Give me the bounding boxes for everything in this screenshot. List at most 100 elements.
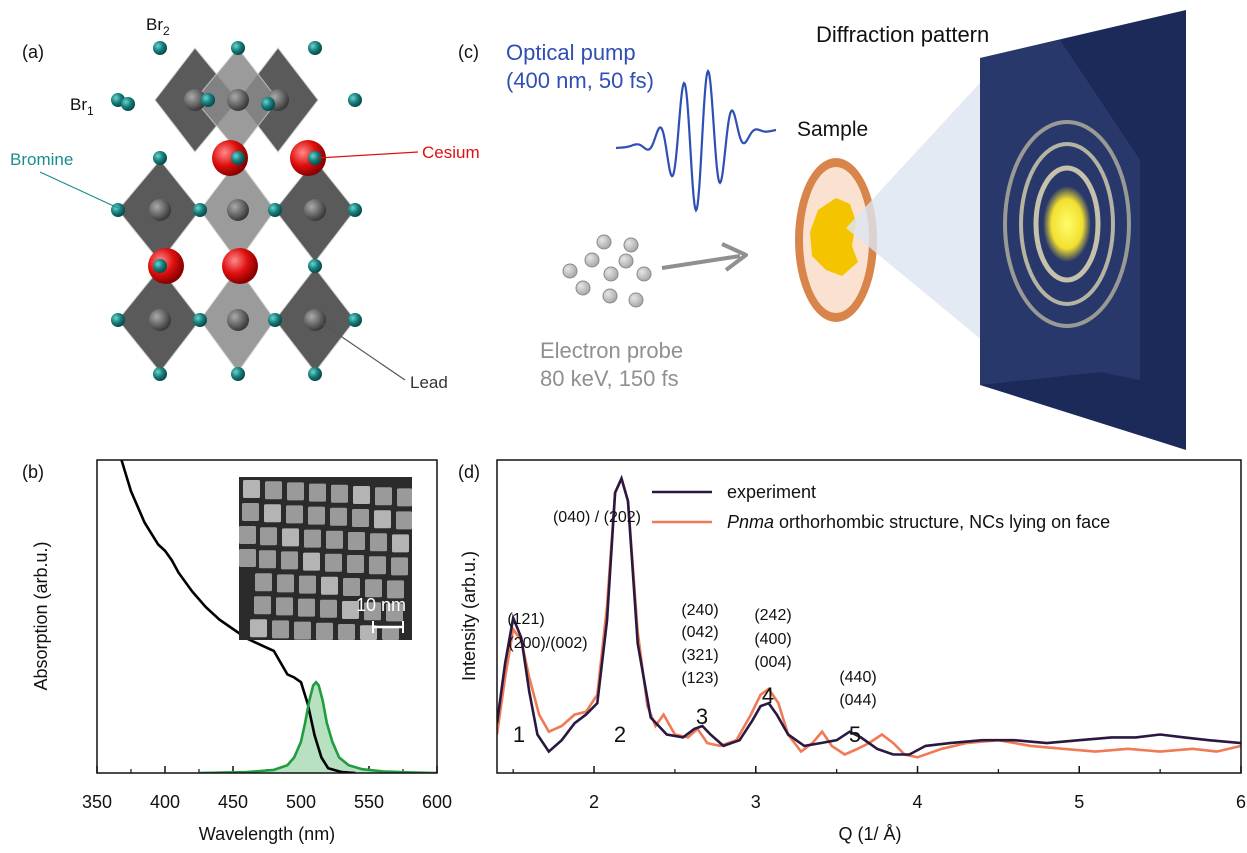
- peak-3-miller-4: (123): [681, 670, 718, 687]
- panel-d-frame: [496, 459, 1242, 774]
- nanocube: [260, 527, 277, 546]
- panel-d-xtick-label: 4: [913, 792, 923, 812]
- bromine-label: Bromine: [10, 150, 73, 169]
- panel-b-xlabel: Wavelength (nm): [199, 824, 335, 844]
- panel-d-xtick-label: 6: [1236, 792, 1246, 812]
- probe-label-line1: Electron probe: [540, 338, 683, 363]
- nanocube: [316, 622, 333, 640]
- legend-experiment-text: experiment: [727, 482, 816, 502]
- nanocube: [254, 596, 271, 615]
- legend-simulation-text: Pnma orthorhombic structure, NCs lying o…: [727, 512, 1110, 532]
- nanocube: [331, 484, 348, 503]
- bromine-pointer: [39, 171, 119, 209]
- cesium-label: Cesium: [422, 143, 480, 162]
- diffraction-central-spot: [1043, 186, 1091, 262]
- pump-label-line2: (400 nm, 50 fs): [506, 68, 654, 93]
- perovskite-structure: [111, 41, 362, 381]
- pl-line: [198, 680, 437, 773]
- panel-b-xtick-label: 500: [286, 792, 316, 812]
- peak-3-number: 3: [696, 704, 708, 729]
- lead-label: Lead: [410, 373, 448, 392]
- nanocube: [387, 580, 404, 599]
- nanocube: [277, 574, 294, 593]
- lead-pointer: [319, 321, 406, 381]
- peak-1-number: 1: [513, 722, 525, 747]
- pump-label-line1: Optical pump: [506, 40, 636, 65]
- nanocube: [369, 556, 386, 575]
- nanocube: [299, 575, 316, 594]
- peak-4-number: 4: [762, 683, 774, 708]
- panel-d: (d) 2 3 4 5 6 Q (1/ Å) Intensity (arb.u.) ex…: [458, 459, 1246, 844]
- nanocube: [370, 533, 387, 552]
- nanocube: [287, 482, 304, 501]
- panel-c: (c) Optical pump (400 nm, 50 fs) Electro…: [458, 10, 1186, 450]
- nanocube: [326, 530, 343, 549]
- nanocube: [391, 557, 408, 576]
- panel-d-ylabel: Intensity (arb.u.): [459, 551, 479, 681]
- nanocube: [382, 626, 399, 640]
- nanocube: [286, 505, 303, 524]
- nanocube: [308, 506, 325, 525]
- nanocube: [276, 597, 293, 616]
- peak-5-number: 5: [849, 722, 861, 747]
- pump-pulse-wave: [615, 68, 777, 213]
- nanocube: [259, 550, 276, 569]
- nanocube: [325, 553, 342, 572]
- panel-b-ylabel: Absorption (arb.u.): [31, 541, 51, 690]
- sample-disk: [795, 158, 877, 322]
- nanocube: [282, 528, 299, 547]
- tem-nanocube-grid: [239, 480, 412, 640]
- panel-d-xtick-label: 3: [751, 792, 761, 812]
- peak-4-miller-2: (400): [754, 631, 791, 648]
- nanocube: [392, 534, 409, 553]
- peak-annotations: (121) (200)/(002) 1 (040) / (202) 2 (240…: [507, 509, 876, 747]
- nanocube: [342, 601, 359, 619]
- peak-3-miller-1: (240): [681, 602, 718, 619]
- nanocube: [386, 603, 403, 622]
- panel-d-xtick-label: 5: [1074, 792, 1084, 812]
- experiment-line: [497, 474, 1241, 756]
- diffraction-ring-middle: [1019, 142, 1115, 306]
- nanocube: [348, 532, 365, 550]
- nanocube: [272, 620, 289, 639]
- nanocube: [281, 551, 298, 570]
- panel-b-xtick-label: 600: [422, 792, 452, 812]
- nanocube: [243, 480, 260, 498]
- panel-b-xtick-label: 350: [82, 792, 112, 812]
- peak-3-miller-3: (321): [681, 647, 718, 664]
- nanocube: [250, 619, 267, 638]
- panel-d-label: (d): [458, 462, 480, 482]
- legend: experiment Pnma orthorhombic structure, …: [652, 482, 1110, 532]
- panel-b-tick-labels: 350 400 450 500 550 600: [82, 792, 452, 812]
- peak-3-miller-2: (042): [681, 624, 718, 641]
- peak-1-miller-1: (121): [507, 611, 544, 628]
- nanocube: [374, 510, 391, 529]
- nanocube: [330, 507, 347, 526]
- panel-a-label: (a): [22, 42, 44, 62]
- simulation-line: [497, 474, 1241, 759]
- panel-c-label: (c): [458, 42, 479, 62]
- panel-b-xtick-label: 550: [354, 792, 384, 812]
- nanocube: [320, 599, 337, 618]
- nanocube: [347, 555, 364, 573]
- nanocube: [364, 602, 381, 621]
- nanocube: [298, 598, 315, 617]
- peak-2-miller-1: (040) / (202): [553, 509, 641, 526]
- peak-1-miller-2: (200)/(002): [508, 635, 587, 652]
- nanocube: [294, 621, 311, 640]
- tem-inset: 10 nm: [239, 477, 412, 640]
- peak-5-miller-2: (044): [839, 692, 876, 709]
- br1-label: Br1: [70, 95, 94, 118]
- sample-label: Sample: [797, 118, 868, 141]
- nanocube: [343, 578, 360, 596]
- diffraction-ring-outer: [1003, 120, 1131, 328]
- br2-label: Br2: [146, 15, 170, 38]
- diffraction-title: Diffraction pattern: [816, 22, 989, 47]
- nanocube: [309, 483, 326, 502]
- nanocube: [338, 624, 355, 640]
- peak-5-miller-1: (440): [839, 669, 876, 686]
- panel-b-xtick-label: 450: [218, 792, 248, 812]
- panel-d-ticks: [512, 766, 1242, 773]
- panel-d-xlabel: Q (1/ Å): [838, 824, 901, 844]
- scale-bar-label: 10 nm: [356, 595, 406, 615]
